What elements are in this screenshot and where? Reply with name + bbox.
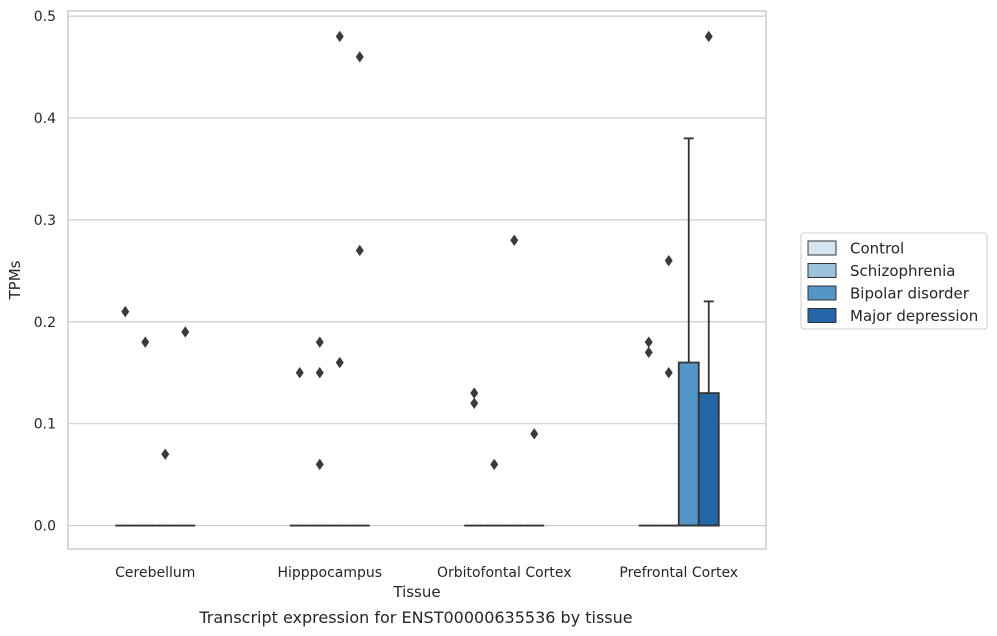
x-tick-label: Prefrontal Cortex (619, 565, 738, 581)
y-tick-label: 0.0 (34, 519, 56, 535)
box-marks (115, 30, 720, 527)
y-axis-label: TPMs (6, 260, 24, 300)
legend-swatch (807, 263, 837, 278)
box-group (697, 30, 720, 527)
outlier-point (470, 397, 479, 409)
outlier-point (644, 346, 653, 359)
chart-caption: Transcript expression for ENST0000063553… (198, 608, 632, 627)
outlier-point (315, 336, 324, 348)
outlier-point (664, 367, 673, 379)
outlier-point (335, 30, 344, 43)
outlier-point (664, 254, 673, 267)
legend-swatch (807, 240, 837, 256)
legend-swatch (807, 308, 837, 323)
outlier-point (315, 458, 324, 471)
legend-label: Schizophrenia (850, 262, 955, 280)
box-group (638, 336, 659, 527)
x-tick-label: Cerebellum (115, 565, 195, 581)
legend-label: Bipolar disorder (850, 285, 970, 303)
box-rect (677, 361, 700, 527)
outlier-point (644, 336, 653, 348)
outlier-point (490, 458, 499, 471)
box-group (658, 254, 679, 527)
x-axis-label: Tissue (392, 583, 440, 601)
box-group (175, 326, 196, 527)
box-group (329, 30, 350, 527)
outlier-point (355, 244, 364, 257)
box-group (504, 234, 525, 527)
outlier-point (530, 428, 539, 440)
outlier-point (295, 367, 304, 379)
x-tick-label: Orbitofontal Cortex (437, 565, 572, 581)
x-tick-label: Hipppocampus (277, 565, 382, 581)
box-group (289, 367, 310, 527)
box-group (115, 305, 136, 527)
outlier-point (355, 51, 364, 63)
outlier-point (161, 448, 170, 460)
legend-box (800, 232, 988, 330)
box-rect (697, 392, 720, 527)
y-tick-labels: 0.0 0.1 0.2 0.3 0.4 0.5 (34, 9, 56, 534)
outlier-point (121, 305, 130, 318)
y-tick-label: 0.2 (34, 315, 56, 331)
legend-swatch (807, 285, 837, 301)
box-group (155, 448, 176, 527)
box-group (484, 458, 505, 527)
legend-label: Major depression (850, 307, 978, 325)
outlier-point (315, 367, 324, 379)
outlier-point (181, 326, 190, 338)
box-group (349, 51, 370, 527)
outlier-point (141, 336, 150, 348)
y-tick-label: 0.1 (34, 417, 56, 433)
y-tick-label: 0.3 (34, 213, 56, 229)
y-tick-label: 0.4 (34, 111, 56, 127)
outlier-point (470, 387, 479, 399)
legend: Control Schizophrenia Bipolar disorder Majo… (800, 232, 988, 330)
box-group (309, 336, 330, 527)
box-group (464, 387, 485, 527)
legend-label: Control (850, 240, 904, 258)
outlier-point (704, 30, 713, 43)
plot-frame (67, 10, 767, 550)
y-tick-label: 0.5 (34, 9, 56, 25)
outlier-point (335, 356, 344, 369)
grid-lines (68, 15, 766, 527)
box-group (135, 336, 156, 527)
x-tick-labels: Cerebellum Hipppocampus Orbitofontal Corte… (115, 565, 738, 581)
box-group (677, 137, 700, 527)
box-group (524, 428, 545, 527)
outlier-point (510, 234, 519, 246)
